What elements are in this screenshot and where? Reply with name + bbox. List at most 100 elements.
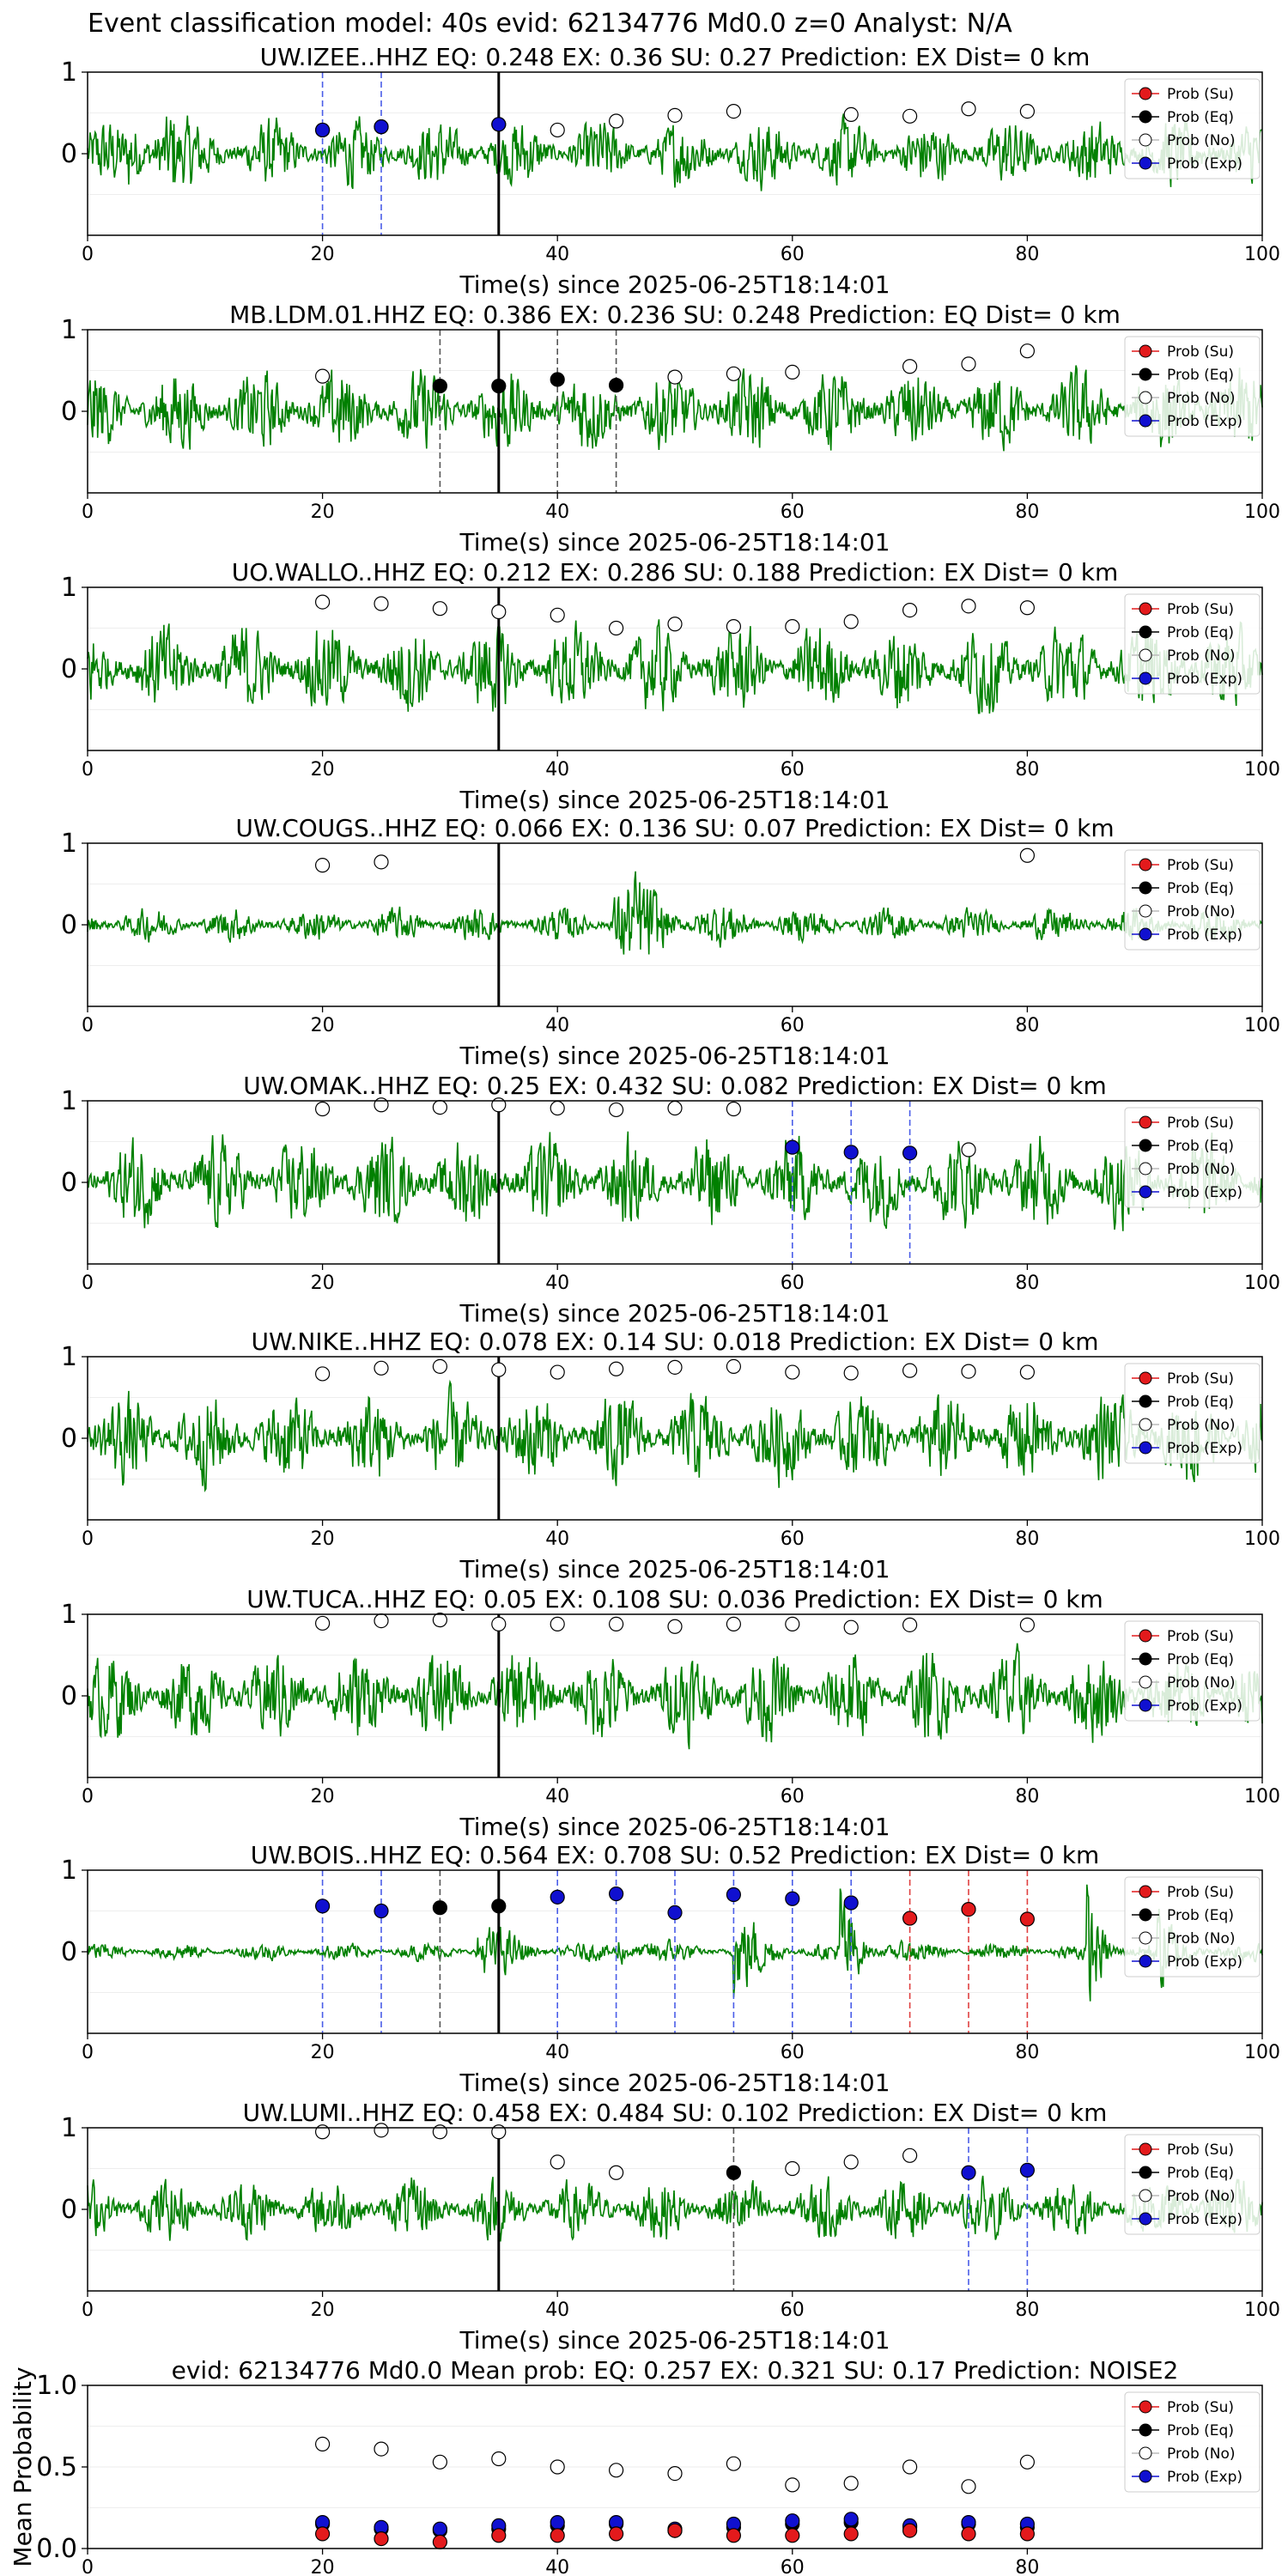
x-tick-label: 0 — [82, 2557, 94, 2576]
subplot-title: UW.COUGS..HHZ EQ: 0.066 EX: 0.136 SU: 0.… — [235, 814, 1114, 842]
prob-su-point — [726, 2528, 742, 2543]
prob-no-point — [315, 1101, 331, 1117]
prob-no-point — [608, 620, 624, 636]
legend-marker — [1139, 625, 1152, 639]
x-tick-label: 0 — [82, 1786, 94, 1807]
prob-no-point — [667, 1619, 683, 1634]
prob-no-point — [491, 2124, 507, 2140]
subplot-title: UW.TUCA..HHZ EQ: 0.05 EX: 0.108 SU: 0.03… — [246, 1585, 1103, 1613]
legend-marker — [1139, 858, 1152, 872]
prob-su-point — [550, 2528, 565, 2543]
x-tick-label: 100 — [1244, 2300, 1280, 2321]
legend-marker — [1139, 602, 1152, 616]
prob-no-point — [961, 101, 976, 117]
legend-label: Prob (Exp) — [1167, 1953, 1242, 1971]
legend-label: Prob (Exp) — [1167, 1440, 1242, 1457]
legend-label: Prob (Eq) — [1167, 2165, 1234, 2182]
prob-no-point — [785, 1616, 800, 1632]
prob-no-point — [726, 1101, 742, 1117]
prob-no-point — [667, 617, 683, 632]
legend-label: Prob (Eq) — [1167, 367, 1234, 384]
prob-no-point — [550, 2459, 565, 2475]
prob-su-point — [432, 2534, 448, 2549]
prob-no-point — [374, 1097, 389, 1113]
legend-label: Prob (No) — [1167, 1674, 1236, 1692]
prob-no-point — [902, 1363, 918, 1378]
subplot-title: UW.IZEE..HHZ EQ: 0.248 EX: 0.36 SU: 0.27… — [260, 43, 1091, 71]
prob-exp-point — [667, 1905, 683, 1920]
legend-label: Prob (Exp) — [1167, 1184, 1242, 1201]
prob-eq-point — [726, 2165, 742, 2180]
prob-no-point — [843, 1365, 859, 1381]
prob-no-point — [961, 2479, 976, 2494]
prob-no-point — [961, 1364, 976, 1379]
waveform-trace — [87, 871, 1263, 955]
subplot-6: UW.TUCA..HHZ EQ: 0.05 EX: 0.108 SU: 0.03… — [61, 1585, 1280, 1841]
x-axis-label: Time(s) since 2025-06-25T18:14:01 — [459, 1299, 890, 1327]
prob-no-point — [374, 2123, 389, 2138]
prob-no-point — [550, 607, 565, 623]
legend-label: Prob (Su) — [1167, 1884, 1234, 1901]
prob-no-point — [667, 1100, 683, 1116]
prob-no-point — [1019, 104, 1036, 119]
prob-no-point — [726, 366, 742, 381]
legend-marker — [1139, 1441, 1152, 1455]
prob-no-point — [432, 1099, 448, 1115]
legend: Prob (Su) Prob (Eq) Prob (No) Prob (Exp) — [1124, 78, 1261, 179]
figure-suptitle: Event classification model: 40s evid: 62… — [88, 9, 1012, 39]
x-tick-label: 60 — [781, 1015, 805, 1036]
subplot-9: evid: 62134776 Md0.0 Mean prob: EQ: 0.25… — [9, 2356, 1263, 2576]
x-tick-label: 40 — [545, 1273, 569, 1294]
prob-exp-point — [785, 1891, 800, 1906]
legend-label: Prob (Exp) — [1167, 2469, 1242, 2486]
legend-marker — [1139, 110, 1152, 124]
prob-exp-point — [550, 1889, 565, 1905]
waveform-trace — [87, 1379, 1263, 1493]
x-tick-label: 40 — [545, 2300, 569, 2321]
prob-no-point — [785, 618, 800, 635]
prob-eq-point — [432, 378, 448, 394]
legend-label: Prob (Su) — [1167, 2399, 1234, 2416]
legend-marker — [1139, 1371, 1152, 1385]
y-tick-label: 0 — [61, 139, 77, 169]
legend: Prob (Su) Prob (Eq) Prob (No) Prob (Exp) — [1124, 336, 1261, 437]
x-tick-label: 80 — [1015, 1528, 1039, 1550]
x-tick-label: 40 — [545, 1528, 569, 1550]
legend-marker — [1139, 1162, 1152, 1176]
legend-marker — [1139, 1629, 1152, 1643]
legend-label: Prob (Su) — [1167, 1370, 1234, 1388]
prob-su-point — [1019, 1911, 1036, 1927]
x-tick-label: 100 — [1244, 501, 1280, 523]
legend-label: Prob (Exp) — [1167, 1698, 1242, 1715]
legend-label: Prob (Exp) — [1167, 413, 1242, 430]
x-tick-label: 20 — [311, 1015, 335, 1036]
y-tick-label: 1 — [61, 1600, 77, 1630]
y-tick-label: 0 — [61, 2195, 77, 2225]
x-axis-label: Time(s) since 2025-06-25T18:14:01 — [459, 1042, 890, 1070]
x-axis-label: Time(s) since 2025-06-25T18:14:01 — [459, 2069, 890, 2097]
legend-marker — [1139, 1908, 1152, 1922]
waveform-trace — [87, 1131, 1263, 1231]
x-tick-label: 0 — [82, 759, 94, 781]
y-axis-label: Mean Probability — [9, 2366, 37, 2567]
x-tick-label: 0 — [82, 501, 94, 523]
waveform-trace — [87, 113, 1263, 191]
prob-no-point — [315, 594, 331, 610]
x-tick-label: 0 — [82, 244, 94, 265]
x-axis-label: Time(s) since 2025-06-25T18:14:01 — [459, 1813, 890, 1841]
prob-su-point — [1019, 2526, 1036, 2542]
x-axis-label: Time(s) since 2025-06-25T18:14:01 — [459, 2326, 890, 2354]
legend-marker — [1139, 1139, 1152, 1152]
prob-no-point — [1019, 848, 1036, 863]
x-axis-label: Time(s) since 2025-06-25T18:14:01 — [459, 1555, 890, 1583]
prob-no-point — [432, 2124, 448, 2140]
legend-box — [1124, 593, 1261, 695]
subplot-title: UW.NIKE..HHZ EQ: 0.078 EX: 0.14 SU: 0.01… — [251, 1327, 1098, 1356]
prob-exp-point — [902, 1145, 918, 1161]
legend-box — [1124, 849, 1261, 951]
prob-no-point — [902, 108, 918, 124]
x-tick-label: 20 — [311, 759, 335, 781]
x-tick-label: 40 — [545, 2042, 569, 2063]
legend-box — [1124, 2134, 1261, 2235]
prob-no-point — [374, 596, 389, 611]
